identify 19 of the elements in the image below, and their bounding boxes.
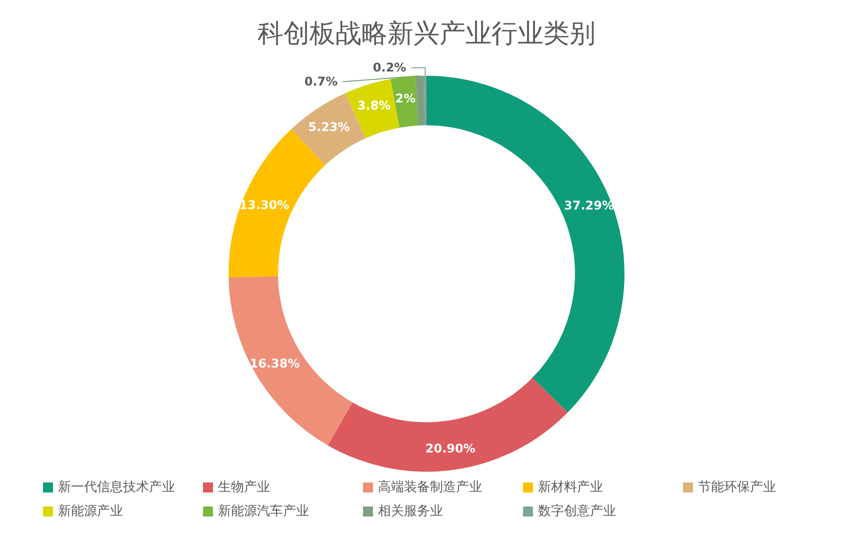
legend-label: 高端装备制造产业	[378, 479, 482, 495]
legend-label: 相关服务业	[378, 504, 443, 519]
data-label: 5.23%	[308, 120, 350, 134]
legend-label: 新材料产业	[538, 480, 603, 495]
chart-title: 科创板战略新兴产业行业类别	[258, 19, 596, 49]
data-label: 2%	[395, 92, 416, 106]
legend-label: 新一代信息技术产业	[58, 480, 175, 495]
legend-label: 新能源汽车产业	[218, 504, 309, 519]
data-label: 20.90%	[425, 441, 476, 456]
data-label: 13.30%	[239, 198, 290, 212]
data-label: 3.8%	[357, 98, 391, 112]
legend-label: 生物产业	[218, 480, 270, 495]
data-label: 0.7%	[304, 74, 338, 89]
legend-label: 数字创意产业	[538, 503, 616, 519]
data-label: 16.38%	[250, 356, 300, 370]
data-label: 37.29%	[564, 198, 614, 213]
data-label: 0.2%	[372, 60, 406, 75]
legend-label: 新能源产业	[58, 504, 123, 519]
legend-label: 节能环保产业	[698, 480, 776, 495]
